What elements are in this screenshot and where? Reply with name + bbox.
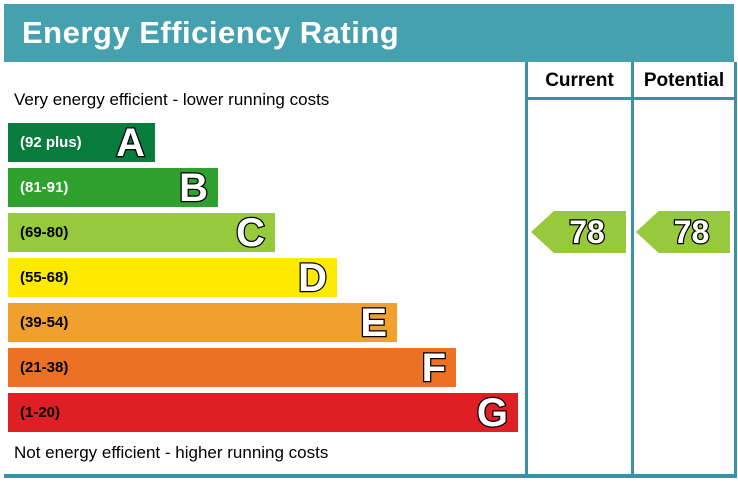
potential-rating-arrow: 78 <box>636 211 730 253</box>
potential-column-header: Potential <box>643 70 725 91</box>
band-b-letter: B <box>178 165 209 210</box>
band-f: (21-38) F <box>8 345 456 390</box>
top-caption: Very energy efficient - lower running co… <box>14 90 330 109</box>
current-column-header: Current <box>545 70 614 91</box>
table-bottom-border <box>4 474 737 478</box>
band-e-range: (39-54) <box>20 314 69 331</box>
band-b: (81-91) B <box>8 165 218 210</box>
current-rating-value: 78 <box>568 214 606 250</box>
band-g-range: (1-20) <box>20 404 61 421</box>
header-underline <box>525 97 737 100</box>
band-e: (39-54) E <box>8 300 397 345</box>
band-c: (69-80) C <box>8 210 275 255</box>
band-a: (92 plus) A <box>8 120 155 165</box>
band-e-letter: E <box>359 300 388 345</box>
band-a-range: (92 plus) <box>20 134 82 151</box>
potential-rating-value: 78 <box>672 214 710 250</box>
potential-column-left-border <box>631 62 634 474</box>
band-f-range: (21-38) <box>20 359 69 376</box>
band-f-letter: F <box>420 345 447 390</box>
band-d-letter: D <box>297 255 328 300</box>
title-bar: Energy Efficiency Rating <box>4 4 734 62</box>
band-c-letter: C <box>235 210 266 255</box>
band-a-letter: A <box>115 120 146 165</box>
bottom-caption: Not energy efficient - higher running co… <box>14 443 329 462</box>
band-c-range: (69-80) <box>20 224 69 241</box>
band-g-letter: G <box>476 390 510 435</box>
current-rating-arrow: 78 <box>531 211 626 253</box>
band-d: (55-68) D <box>8 255 337 300</box>
page-title: Energy Efficiency Rating <box>22 15 400 50</box>
current-column-left-border <box>525 62 528 474</box>
band-b-range: (81-91) <box>20 179 69 196</box>
band-d-range: (55-68) <box>20 269 69 286</box>
table-right-border <box>734 62 737 474</box>
band-g: (1-20) G <box>8 390 518 435</box>
